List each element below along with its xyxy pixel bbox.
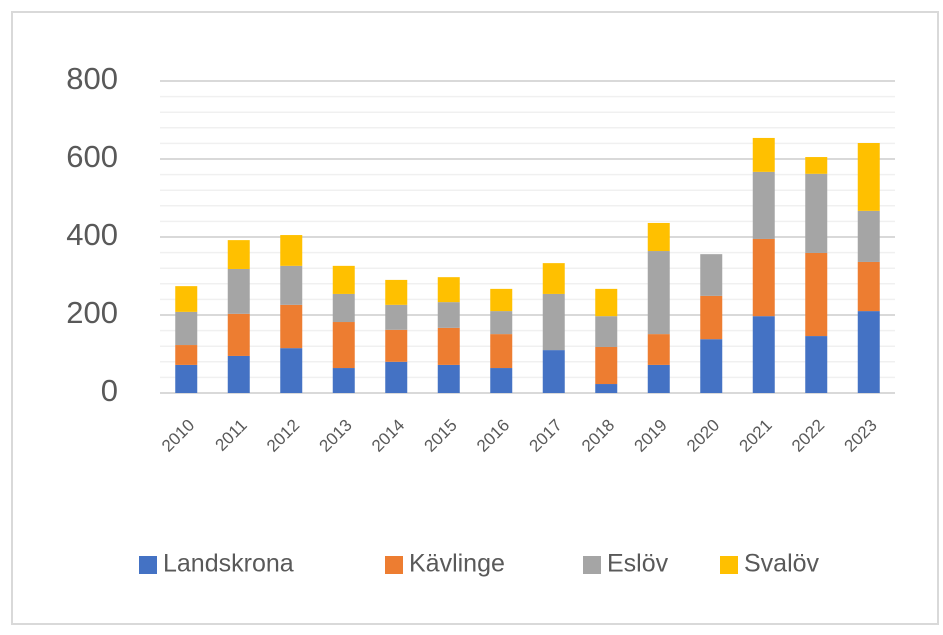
bar-segment [542, 350, 565, 393]
bar-segment [385, 279, 408, 305]
bar-segment [647, 364, 670, 393]
bar-segment [752, 137, 775, 172]
legend-label: Svalöv [744, 550, 820, 578]
bar-segment [857, 210, 880, 262]
bar-segment [175, 311, 198, 346]
legend-label: Landskrona [163, 550, 294, 578]
bar-segment [227, 240, 250, 269]
legend-swatch [583, 556, 601, 574]
bar-segment [595, 384, 618, 393]
bar-segment [280, 304, 303, 349]
bar-segment [752, 316, 775, 393]
bar-segment [490, 288, 513, 312]
y-tick-label: 800 [66, 61, 118, 96]
bar-segment [857, 311, 880, 393]
bar-segment [700, 254, 723, 296]
y-tick-label: 200 [66, 295, 118, 330]
bar-segment [332, 265, 355, 294]
bar-segment [385, 361, 408, 393]
bar-segment [175, 286, 198, 312]
bar-segment [542, 293, 565, 351]
bar-segment [595, 346, 618, 385]
bar-segment [332, 293, 355, 323]
bar-segment [280, 235, 303, 266]
bar-segment [227, 313, 250, 356]
bar-segment [490, 334, 513, 369]
bar-segment [175, 364, 198, 393]
bar-segment [805, 157, 828, 174]
legend-label: Eslöv [607, 550, 669, 578]
bar-segment [227, 355, 250, 393]
bar-segment [542, 263, 565, 294]
bar-segment [175, 345, 198, 365]
bar-segment [805, 173, 828, 253]
bar-segment [227, 268, 250, 314]
bar-segment [647, 251, 670, 335]
bar-segment [437, 327, 460, 365]
bar-segment [857, 143, 880, 211]
bar-segment [280, 348, 303, 393]
bar-segment [647, 334, 670, 365]
legend-label: Kävlinge [409, 550, 505, 578]
chart-frame [11, 11, 939, 625]
bar-segment [437, 277, 460, 303]
bar-segment [490, 368, 513, 393]
bar-segment [595, 316, 618, 347]
bar-segment [385, 304, 408, 330]
y-tick-label: 400 [66, 217, 118, 252]
y-tick-label: 0 [101, 373, 118, 408]
legend-swatch [139, 556, 157, 574]
bar-segment [805, 252, 828, 337]
bar-segment [857, 261, 880, 312]
bar-segment [332, 368, 355, 393]
bar-segment [700, 339, 723, 393]
bar-segment [805, 336, 828, 393]
y-tick-label: 600 [66, 139, 118, 174]
bar-segment [647, 222, 670, 252]
bar-segment [595, 288, 618, 317]
bar-segment [437, 302, 460, 328]
bar-segment [490, 311, 513, 335]
bar-segment [752, 171, 775, 239]
bar-segment [437, 364, 460, 393]
legend-swatch [385, 556, 403, 574]
bar-segment [385, 329, 408, 362]
bar-segment [280, 265, 303, 305]
bar-segment [752, 238, 775, 317]
legend-swatch [720, 556, 738, 574]
bar-segment [332, 322, 355, 369]
bar-segment [700, 295, 723, 340]
